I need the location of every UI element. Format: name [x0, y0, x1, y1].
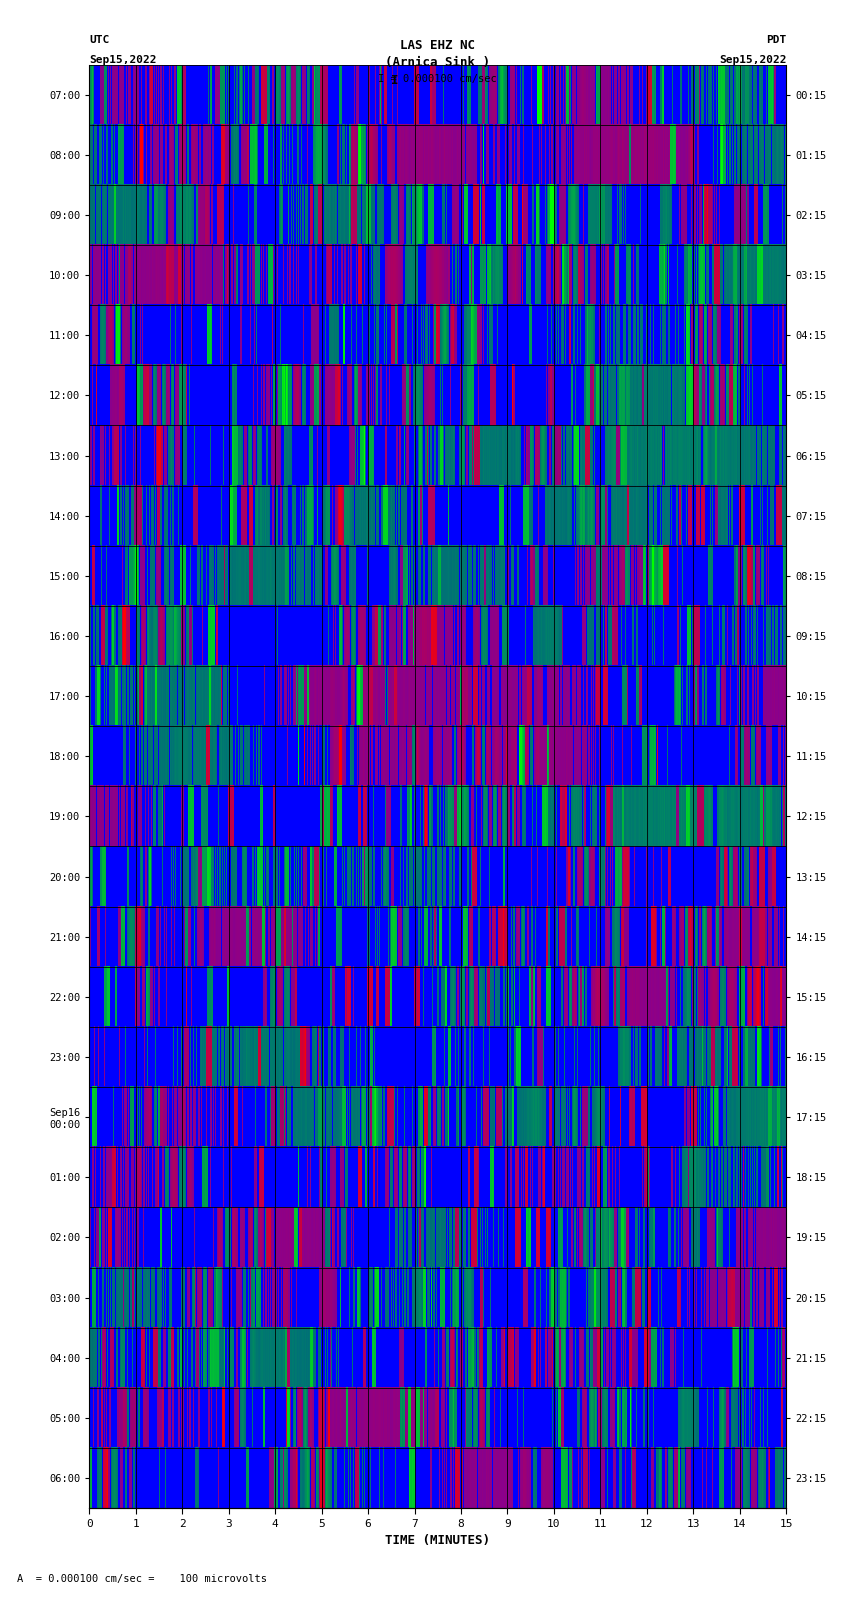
Text: LAS EHZ NC: LAS EHZ NC: [400, 39, 475, 52]
Text: A  = 0.000100 cm/sec =    100 microvolts: A = 0.000100 cm/sec = 100 microvolts: [17, 1574, 267, 1584]
Text: Sep15,2022: Sep15,2022: [89, 55, 156, 65]
Text: I = 0.000100 cm/sec: I = 0.000100 cm/sec: [378, 74, 497, 84]
Text: I: I: [392, 74, 399, 87]
Text: UTC: UTC: [89, 35, 110, 45]
X-axis label: TIME (MINUTES): TIME (MINUTES): [385, 1534, 490, 1547]
Text: (Arnica Sink ): (Arnica Sink ): [385, 56, 490, 69]
Text: Sep15,2022: Sep15,2022: [719, 55, 786, 65]
Text: PDT: PDT: [766, 35, 786, 45]
